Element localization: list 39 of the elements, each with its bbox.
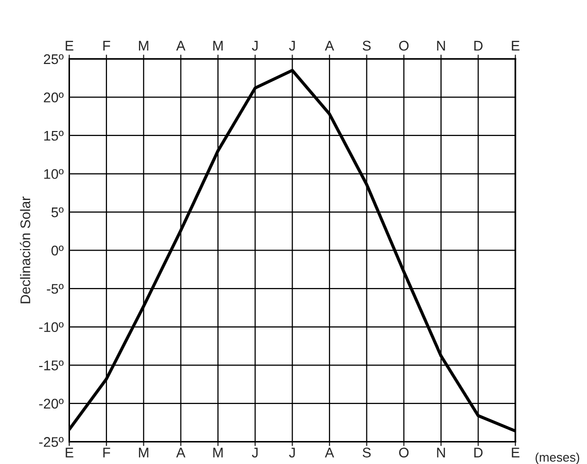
x-tick-label: D bbox=[474, 448, 483, 458]
y-tick-label: -5º bbox=[46, 284, 64, 294]
y-axis-title: Declinación Solar bbox=[20, 196, 30, 304]
category-label: F bbox=[103, 40, 110, 50]
category-label: M bbox=[213, 40, 223, 50]
y-tick-label: -15º bbox=[39, 360, 64, 370]
x-tick-label: J bbox=[289, 448, 295, 458]
x-tick-label: F bbox=[103, 448, 110, 458]
category-label: O bbox=[399, 40, 409, 51]
x-tick-label: A bbox=[176, 448, 186, 458]
y-tick-label: 5º bbox=[51, 207, 64, 218]
category-label: S bbox=[362, 40, 371, 51]
x-tick-label: E bbox=[66, 448, 74, 458]
x-tick-label: M bbox=[213, 448, 223, 458]
category-label: M bbox=[138, 40, 148, 50]
y-tick-label: -20º bbox=[39, 398, 64, 409]
y-tick-label: 15º bbox=[44, 130, 64, 141]
x-tick-label: A bbox=[324, 448, 334, 458]
y-tick-label: -25º bbox=[39, 437, 64, 447]
x-tick-label: M bbox=[138, 448, 148, 458]
category-label: J bbox=[252, 40, 258, 51]
x-axis-title: (meses) bbox=[536, 452, 580, 464]
y-tick-label: 20º bbox=[44, 92, 64, 102]
y-tick-label: 10º bbox=[44, 169, 64, 179]
category-label: E bbox=[66, 40, 74, 50]
y-tick-label: 25º bbox=[44, 54, 64, 64]
x-tick-label: O bbox=[399, 448, 409, 458]
category-label: A bbox=[324, 40, 334, 50]
x-tick-label: S bbox=[362, 448, 371, 458]
y-tick-label: -10º bbox=[39, 322, 64, 332]
category-label: J bbox=[289, 40, 295, 51]
x-tick-label: N bbox=[437, 448, 445, 458]
category-label: A bbox=[176, 40, 186, 50]
x-tick-label: E bbox=[512, 448, 520, 458]
x-tick-label: J bbox=[252, 448, 258, 458]
category-label: D bbox=[474, 40, 483, 50]
y-tick-label: 0º bbox=[51, 246, 64, 256]
category-label: E bbox=[512, 40, 520, 50]
category-label: N bbox=[437, 40, 445, 50]
